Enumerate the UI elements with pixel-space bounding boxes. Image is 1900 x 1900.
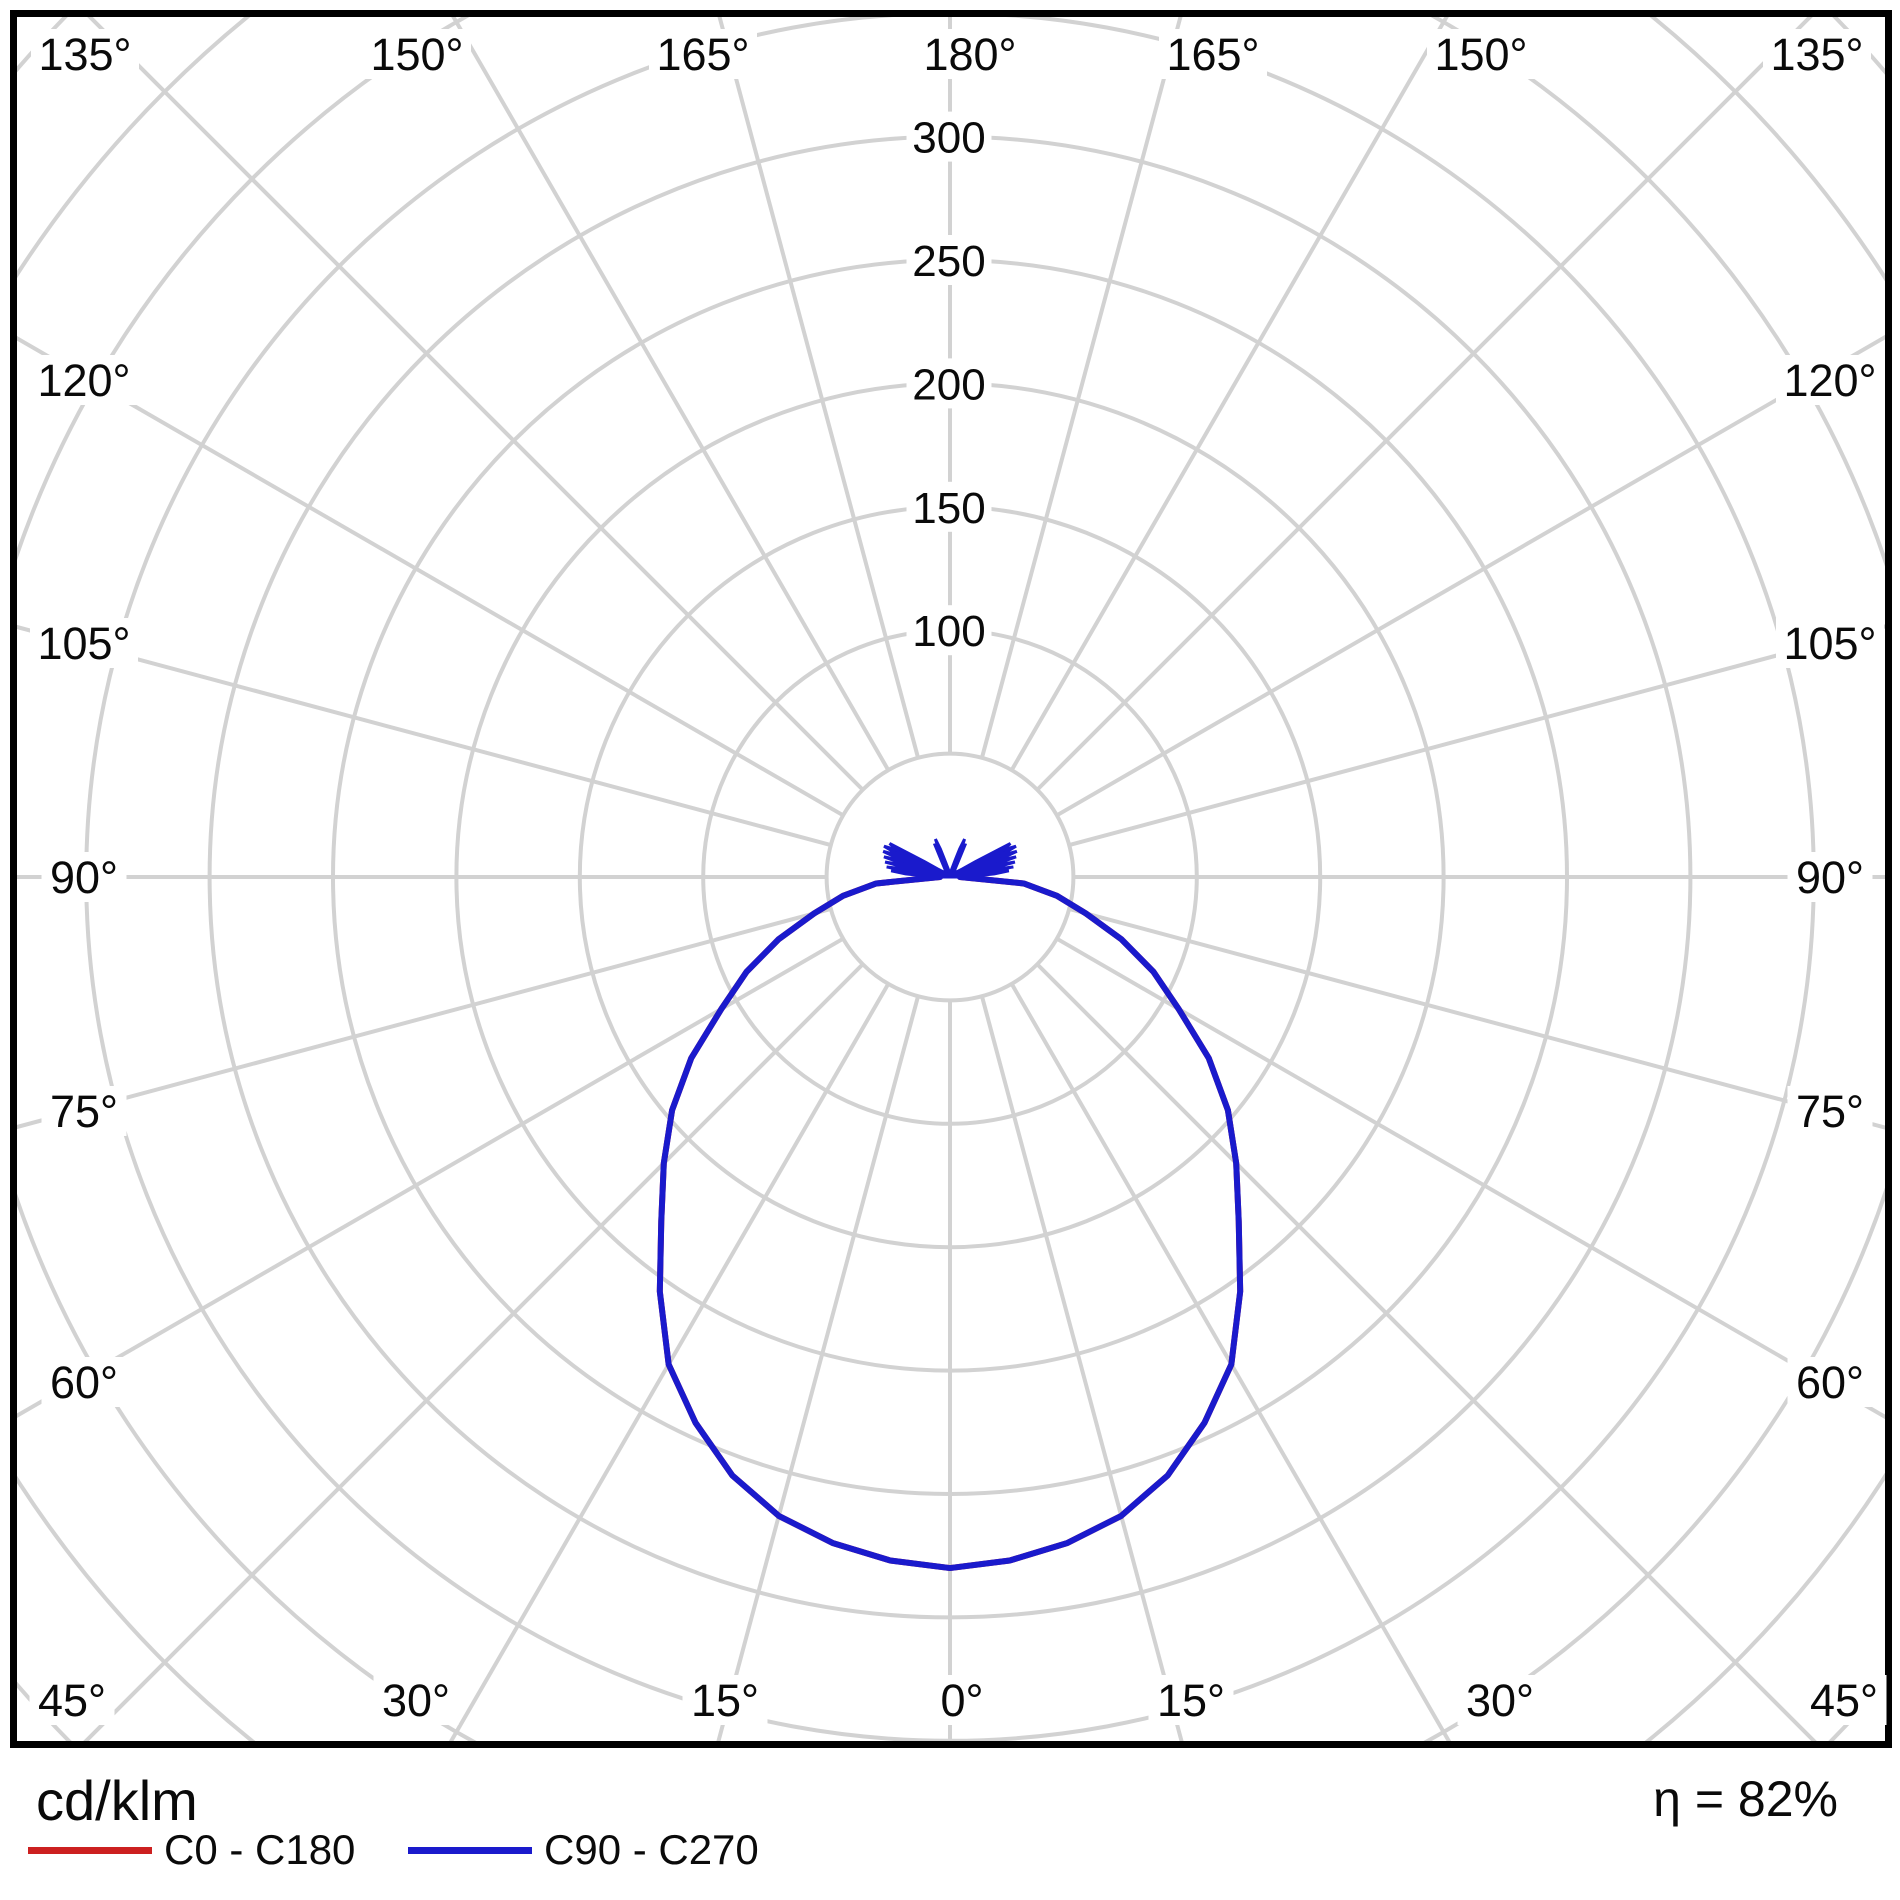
legend-line-blue-swatch	[408, 1846, 532, 1854]
svg-text:150°: 150°	[370, 29, 463, 80]
svg-text:75°: 75°	[1796, 1086, 1864, 1137]
svg-text:0°: 0°	[940, 1675, 983, 1726]
svg-text:45°: 45°	[38, 1675, 106, 1726]
svg-text:120°: 120°	[1783, 355, 1876, 406]
svg-text:105°: 105°	[1783, 618, 1876, 669]
svg-text:75°: 75°	[50, 1086, 118, 1137]
svg-text:150: 150	[912, 484, 985, 533]
svg-text:30°: 30°	[382, 1675, 450, 1726]
svg-text:100: 100	[912, 607, 985, 656]
svg-text:135°: 135°	[1770, 29, 1863, 80]
plot-frame	[10, 10, 1892, 1748]
svg-text:150°: 150°	[1434, 29, 1527, 80]
legend-item-c90-c270: C90 - C270	[408, 1826, 759, 1873]
legend-item-c0-c180: C0 - C180	[28, 1826, 356, 1873]
legend-line-red-swatch	[28, 1846, 152, 1854]
svg-text:180°: 180°	[923, 29, 1016, 80]
svg-text:45°: 45°	[1810, 1675, 1878, 1726]
svg-text:60°: 60°	[1796, 1357, 1864, 1408]
svg-text:30°: 30°	[1466, 1675, 1534, 1726]
svg-text:105°: 105°	[37, 618, 130, 669]
svg-text:165°: 165°	[656, 29, 749, 80]
svg-text:250: 250	[912, 237, 985, 286]
svg-text:90°: 90°	[50, 852, 118, 903]
legend-label-c0-c180: C0 - C180	[164, 1826, 356, 1873]
legend-label-c90-c270: C90 - C270	[544, 1826, 759, 1873]
svg-text:120°: 120°	[37, 355, 130, 406]
svg-text:200: 200	[912, 360, 985, 409]
svg-text:135°: 135°	[38, 29, 131, 80]
efficiency-value: η = 82%	[1653, 1771, 1838, 1827]
svg-text:15°: 15°	[691, 1675, 759, 1726]
units-label: cd/klm	[36, 1769, 198, 1832]
svg-text:90°: 90°	[1796, 852, 1864, 903]
svg-text:165°: 165°	[1166, 29, 1259, 80]
svg-text:300: 300	[912, 114, 985, 163]
svg-text:15°: 15°	[1157, 1675, 1225, 1726]
svg-text:60°: 60°	[50, 1357, 118, 1408]
